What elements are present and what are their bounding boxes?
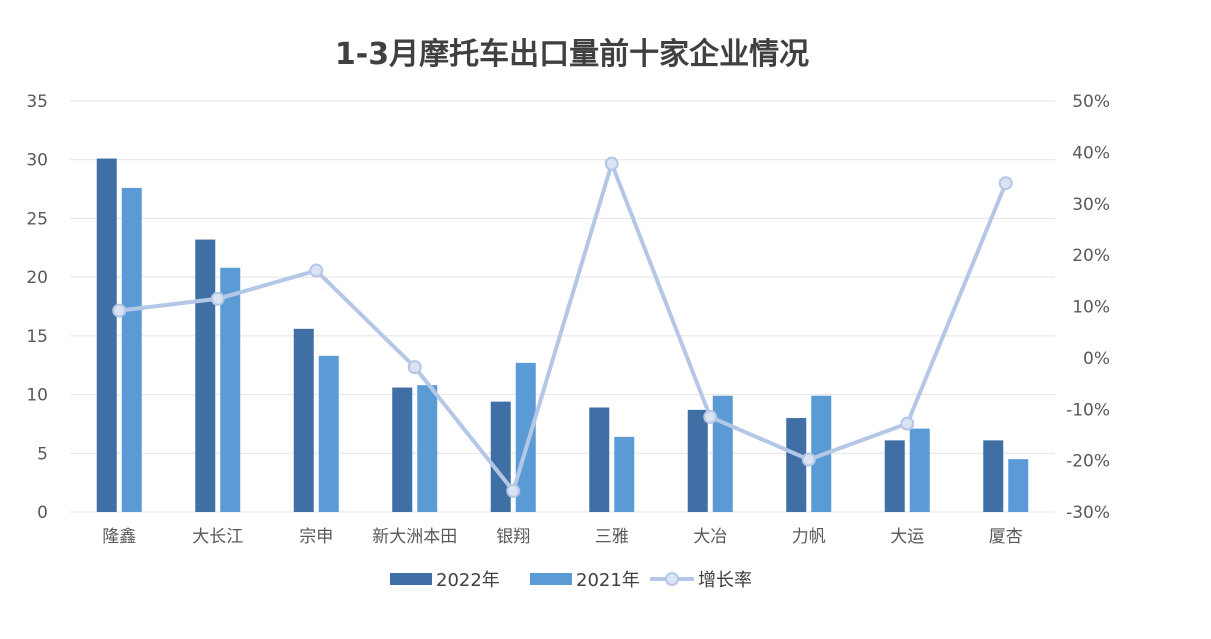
- legend-item-2022: 2022年: [390, 570, 500, 591]
- bar-2021-5: [614, 436, 635, 512]
- legend: 2022年 2021年 增长率: [390, 570, 752, 591]
- bar-2021-3: [417, 385, 438, 512]
- legend-swatch-2022: [390, 573, 432, 585]
- growth-point-5: [604, 156, 619, 171]
- left-tick-label: 20: [26, 268, 48, 288]
- right-tick-label: 0%: [1083, 349, 1110, 369]
- right-tick-label: 20%: [1072, 246, 1110, 266]
- category-labels: 隆鑫 大长江 宗申 新大洲本田 银翔 三雅 大冶 力帆 大运 厦杏: [102, 527, 1023, 547]
- growth-point-0: [112, 303, 127, 318]
- left-axis-ticks: 0 5 10 15 20 25 30 35: [26, 92, 48, 523]
- legend-marker-growth: [665, 572, 679, 586]
- growth-line: [112, 156, 1013, 498]
- bar-2022-5: [589, 407, 610, 512]
- left-tick-label: 5: [37, 444, 48, 464]
- bar-2021-2: [318, 355, 339, 512]
- bar-2022-1: [195, 239, 216, 512]
- category-label: 大运: [890, 527, 924, 547]
- right-tick-label: 10%: [1072, 298, 1110, 318]
- bar-2021-8: [909, 428, 930, 512]
- category-label: 厦杏: [989, 527, 1023, 547]
- gridlines: [70, 100, 1055, 513]
- left-tick-label: 35: [26, 92, 48, 112]
- category-label: 新大洲本田: [372, 527, 457, 547]
- left-tick-label: 30: [26, 151, 48, 171]
- growth-point-8: [900, 416, 915, 431]
- growth-point-4: [506, 483, 521, 498]
- legend-item-2021: 2021年: [530, 570, 640, 591]
- legend-label-2022: 2022年: [436, 570, 500, 591]
- bar-2021-1: [220, 267, 241, 512]
- chart-title: 1-3月摩托车出口量前十家企业情况: [335, 37, 809, 72]
- bar-2021-0: [121, 187, 142, 512]
- growth-point-1: [210, 291, 225, 306]
- bar-2022-4: [490, 401, 511, 512]
- right-tick-label: 50%: [1072, 92, 1110, 112]
- growth-line-path: [119, 161, 1008, 493]
- right-tick-label: -30%: [1066, 503, 1110, 523]
- category-label: 三雅: [595, 527, 629, 547]
- category-label: 大冶: [693, 527, 727, 547]
- left-tick-label: 25: [26, 209, 48, 229]
- bars: [96, 158, 1029, 513]
- bar-2022-8: [884, 440, 905, 512]
- right-tick-label: 40%: [1072, 143, 1110, 163]
- legend-swatch-2021: [530, 573, 572, 585]
- category-label: 隆鑫: [102, 527, 136, 547]
- bar-2022-3: [392, 387, 413, 512]
- growth-point-7: [801, 452, 816, 467]
- bar-2022-9: [983, 440, 1004, 512]
- right-tick-label: 30%: [1072, 195, 1110, 215]
- growth-point-6: [703, 409, 718, 424]
- legend-label-2021: 2021年: [576, 570, 640, 591]
- legend-item-growth: 增长率: [650, 570, 752, 591]
- left-tick-label: 15: [26, 327, 48, 347]
- growth-point-3: [407, 360, 422, 375]
- bar-2022-2: [293, 328, 314, 512]
- right-tick-label: -10%: [1066, 400, 1110, 420]
- bar-2021-9: [1008, 459, 1029, 512]
- category-label: 力帆: [792, 527, 826, 547]
- category-label: 宗申: [299, 527, 333, 547]
- growth-point-9: [998, 176, 1013, 191]
- legend-label-growth: 增长率: [698, 570, 752, 591]
- right-tick-label: -20%: [1066, 452, 1110, 472]
- bar-2022-0: [96, 158, 117, 513]
- bar-2022-6: [687, 409, 708, 512]
- left-tick-label: 10: [26, 386, 48, 406]
- growth-point-2: [309, 263, 324, 278]
- bar-2022-7: [786, 418, 807, 512]
- category-label: 银翔: [496, 527, 530, 547]
- category-label: 大长江: [192, 527, 243, 547]
- left-tick-label: 0: [37, 503, 48, 523]
- bar-2021-4: [515, 362, 536, 512]
- right-axis-ticks: -30% -20% -10% 0% 10% 20% 30% 40% 50%: [1066, 92, 1110, 523]
